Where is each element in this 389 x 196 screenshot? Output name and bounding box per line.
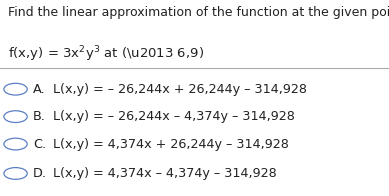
Text: L(x,y) = 4,374x – 4,374y – 314,928: L(x,y) = 4,374x – 4,374y – 314,928	[53, 167, 276, 180]
Text: B.: B.	[33, 110, 46, 123]
Text: C.: C.	[33, 138, 46, 151]
Text: L(x,y) = – 26,244x – 4,374y – 314,928: L(x,y) = – 26,244x – 4,374y – 314,928	[53, 110, 294, 123]
Text: Find the linear approximation of the function at the given point.: Find the linear approximation of the fun…	[8, 6, 389, 19]
Text: L(x,y) = 4,374x + 26,244y – 314,928: L(x,y) = 4,374x + 26,244y – 314,928	[53, 138, 288, 151]
Text: A.: A.	[33, 83, 46, 96]
Text: L(x,y) = – 26,244x + 26,244y – 314,928: L(x,y) = – 26,244x + 26,244y – 314,928	[53, 83, 307, 96]
Text: f(x,y) = 3x$^2$y$^3$ at (\u2013 6,9): f(x,y) = 3x$^2$y$^3$ at (\u2013 6,9)	[8, 44, 204, 64]
Text: D.: D.	[33, 167, 47, 180]
